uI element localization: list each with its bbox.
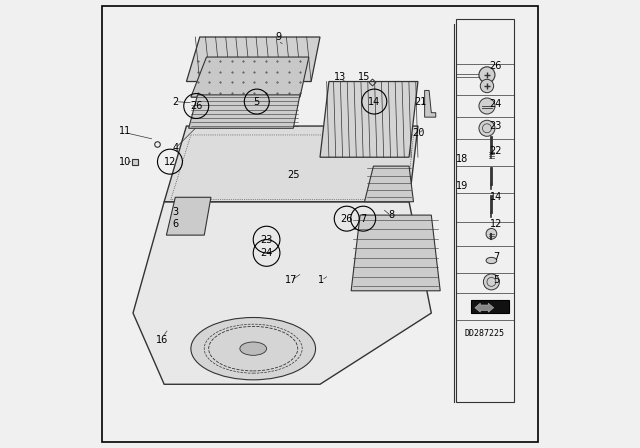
Circle shape (486, 228, 497, 239)
Polygon shape (472, 300, 509, 313)
Text: 23: 23 (490, 121, 502, 131)
Ellipse shape (191, 318, 316, 380)
Text: 15: 15 (358, 72, 371, 82)
Text: 3: 3 (172, 207, 179, 216)
Text: 11: 11 (119, 125, 132, 135)
Polygon shape (320, 82, 418, 157)
Text: 14: 14 (490, 192, 502, 202)
Text: DD287225: DD287225 (465, 328, 505, 338)
Text: 9: 9 (275, 32, 281, 42)
Text: 7: 7 (493, 252, 499, 263)
Text: 6: 6 (172, 219, 179, 229)
Text: 23: 23 (260, 235, 273, 245)
Ellipse shape (240, 342, 267, 355)
Polygon shape (133, 202, 431, 384)
Text: 12: 12 (164, 157, 176, 167)
Text: 2: 2 (172, 97, 179, 107)
Ellipse shape (486, 258, 497, 263)
Circle shape (479, 120, 495, 136)
Text: 21: 21 (414, 97, 426, 107)
Text: 7: 7 (360, 214, 366, 224)
Text: 18: 18 (456, 155, 468, 164)
Circle shape (479, 67, 495, 83)
Polygon shape (365, 166, 413, 202)
Text: 19: 19 (456, 181, 468, 191)
Text: 5: 5 (493, 275, 499, 284)
Text: 26: 26 (190, 101, 202, 111)
Text: 17: 17 (285, 275, 297, 284)
Text: 8: 8 (388, 210, 394, 220)
Circle shape (479, 98, 495, 114)
Text: 26: 26 (490, 61, 502, 71)
Text: 22: 22 (490, 146, 502, 155)
Text: 16: 16 (156, 335, 168, 345)
Text: 5: 5 (253, 97, 260, 107)
Text: 25: 25 (287, 170, 300, 180)
Polygon shape (166, 197, 211, 235)
Polygon shape (475, 303, 493, 312)
Circle shape (480, 79, 493, 93)
Text: 14: 14 (368, 97, 380, 107)
Text: 12: 12 (490, 219, 502, 229)
Polygon shape (164, 126, 418, 202)
Text: 13: 13 (334, 72, 346, 82)
Text: 10: 10 (119, 157, 132, 167)
Text: 24: 24 (490, 99, 502, 109)
Polygon shape (191, 57, 309, 97)
Text: 20: 20 (412, 128, 424, 138)
Polygon shape (189, 95, 300, 128)
Circle shape (483, 274, 499, 290)
Polygon shape (186, 37, 320, 82)
Polygon shape (424, 90, 436, 117)
Text: 24: 24 (260, 248, 273, 258)
Polygon shape (351, 215, 440, 291)
Text: 26: 26 (340, 214, 353, 224)
Text: 1: 1 (318, 275, 324, 284)
Text: 4: 4 (172, 143, 179, 153)
